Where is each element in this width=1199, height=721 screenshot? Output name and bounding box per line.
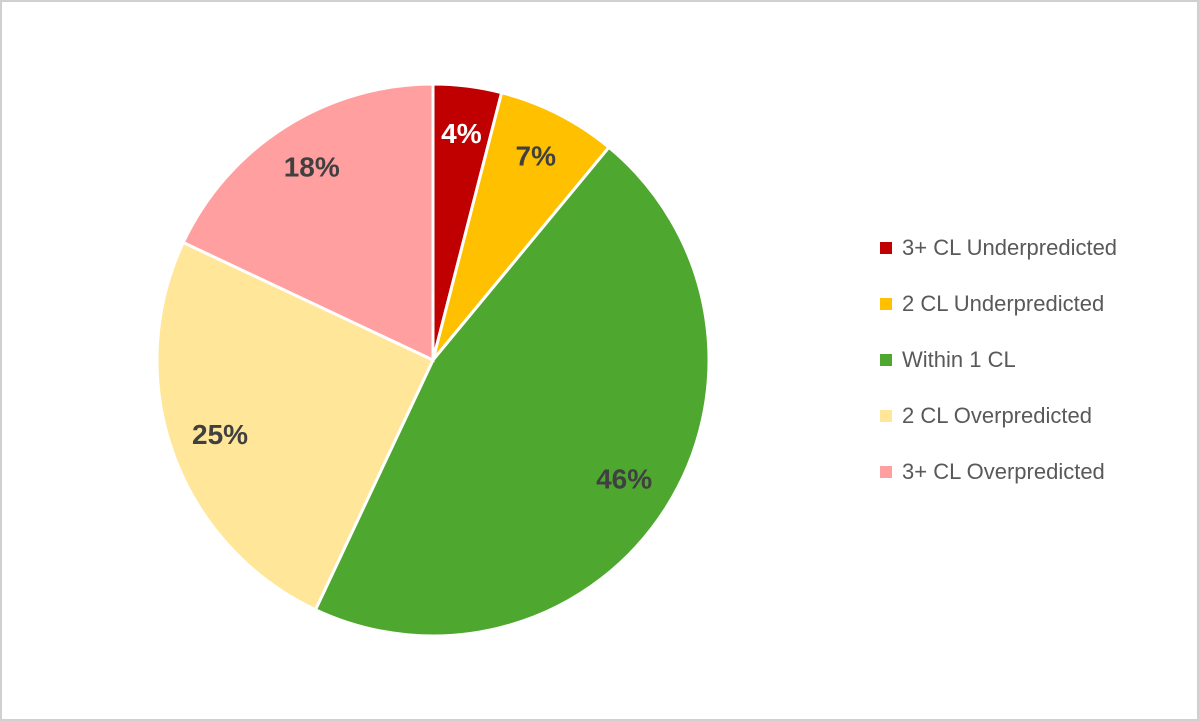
pie-slice: [431, 90, 612, 361]
data-label: 4%: [441, 118, 482, 149]
legend-label: 3+ CL Overpredicted: [902, 459, 1105, 484]
pie-slice: [313, 145, 711, 638]
data-label: 46%: [596, 464, 652, 495]
pie-slice: [181, 82, 435, 363]
legend-label: 3+ CL Underpredicted: [902, 235, 1117, 260]
legend-swatch: [880, 410, 892, 422]
legend-label: Within 1 CL: [902, 347, 1016, 372]
legend-swatch: [880, 466, 892, 478]
legend-swatch: [880, 354, 892, 366]
data-label: 18%: [284, 151, 340, 182]
legend-swatch: [880, 242, 892, 254]
pie-slice: [155, 240, 435, 612]
data-label: 7%: [516, 141, 557, 172]
legend-label: 2 CL Underpredicted: [902, 291, 1104, 316]
legend-swatch: [880, 298, 892, 310]
data-label: 25%: [192, 419, 248, 450]
legend-label: 2 CL Overpredicted: [902, 403, 1092, 428]
